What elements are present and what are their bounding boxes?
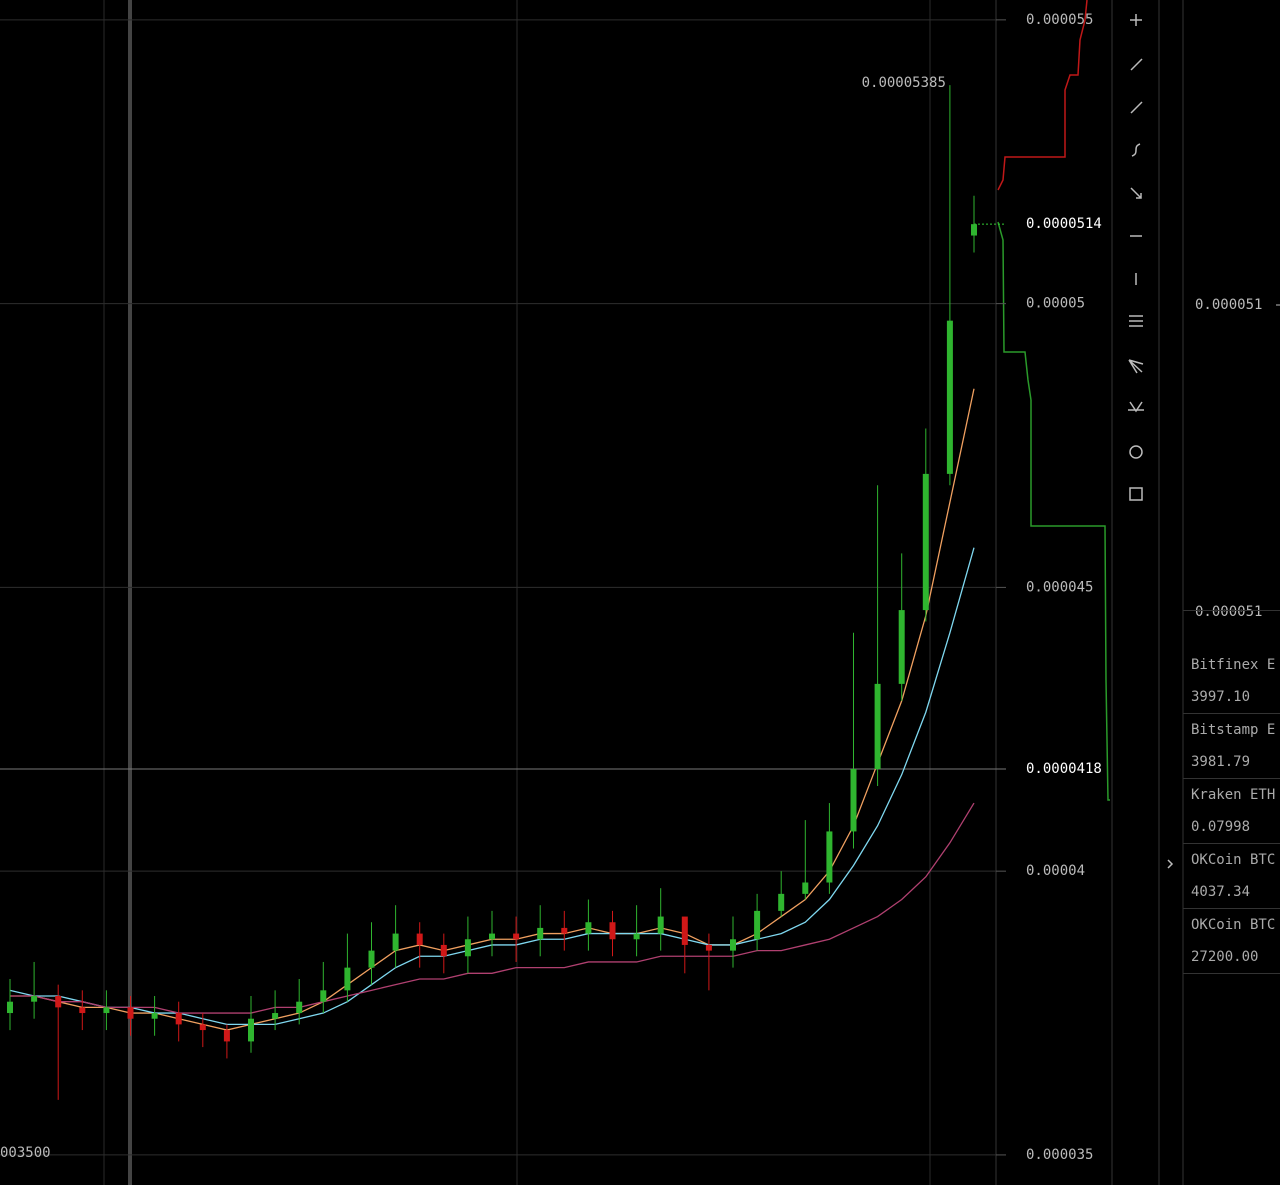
toolbar xyxy=(1128,14,1174,869)
candle-body xyxy=(248,1018,254,1042)
candle-body xyxy=(464,939,471,957)
cross-tool[interactable] xyxy=(1130,14,1142,26)
low-label: 003500 xyxy=(0,1145,51,1161)
candle-body xyxy=(440,944,447,957)
candle-body xyxy=(320,990,327,1002)
ticker-row[interactable]: OKCoin BTC 27200.00 xyxy=(1183,909,1280,974)
crosshair-label: 0.0000418 xyxy=(1026,761,1102,777)
ticker-price: 4037.34 xyxy=(1191,884,1251,900)
candle-body xyxy=(272,1013,279,1019)
ticker-name: OKCoin BTC xyxy=(1191,852,1276,868)
collapse-button[interactable] xyxy=(1167,859,1174,869)
candle-body xyxy=(874,683,881,770)
candle-body xyxy=(609,922,616,940)
candle-body xyxy=(31,996,38,1002)
candle-body xyxy=(489,933,495,940)
y-tick-label: 0.00005 xyxy=(1026,296,1085,312)
fib-tool[interactable] xyxy=(1129,315,1143,327)
candle-body xyxy=(344,967,351,991)
ticker-row[interactable]: Bitstamp E 3981.79 xyxy=(1183,714,1280,779)
side-axis-label: 0.000051 xyxy=(1195,604,1262,620)
panel-spacer xyxy=(1183,611,1280,649)
y-tick-label: 0.000035 xyxy=(1026,1147,1093,1163)
candle-body xyxy=(103,1007,110,1014)
ticker-price: 3997.10 xyxy=(1191,689,1251,705)
candle-body xyxy=(922,473,929,611)
indicator-line xyxy=(10,802,975,1014)
ticker-row[interactable]: OKCoin BTC 4037.34 xyxy=(1183,844,1280,909)
candle-body xyxy=(368,950,375,968)
candle-body xyxy=(561,927,568,934)
candle-body xyxy=(55,996,62,1008)
rect-tool[interactable] xyxy=(1129,487,1143,501)
candle-body xyxy=(730,939,736,951)
fan-tool[interactable] xyxy=(1128,359,1144,374)
candle-body xyxy=(946,320,953,474)
candle-body xyxy=(416,933,423,945)
candle-body xyxy=(826,831,833,883)
candle-body xyxy=(705,944,712,951)
ticker-price: 0.07998 xyxy=(1191,819,1251,835)
current-price-label: 0.0000514 xyxy=(1026,216,1102,232)
candle-body xyxy=(79,1007,86,1014)
circle-tool[interactable] xyxy=(1129,445,1143,459)
candle-body xyxy=(7,1001,13,1014)
candle-body xyxy=(802,882,809,894)
y-tick-label: 0.00004 xyxy=(1026,863,1085,879)
depth-ask xyxy=(997,0,1088,191)
candle-body xyxy=(296,1001,303,1014)
candle-body xyxy=(657,916,664,934)
ticker-name: Bitfinex E xyxy=(1191,657,1276,673)
ray-tool[interactable] xyxy=(1130,101,1143,114)
depth-bid xyxy=(997,221,1110,801)
side-axis-label: 0.000051 xyxy=(1195,297,1262,313)
pitchfork-tool[interactable] xyxy=(1128,401,1144,413)
ticker-price: 3981.79 xyxy=(1191,754,1251,770)
candle-body xyxy=(898,610,905,684)
candle-body xyxy=(537,927,544,940)
candle-body xyxy=(850,769,857,832)
curve-tool[interactable] xyxy=(1131,143,1141,157)
candle-body xyxy=(199,1024,206,1031)
line-tool[interactable] xyxy=(1130,58,1143,71)
ticker-panel: Bitfinex E 3997.10 Bitstamp E 3981.79 Kraken… xyxy=(1183,610,1280,981)
candle-body xyxy=(392,933,399,951)
candle-body xyxy=(223,1030,230,1042)
ticker-name: Bitstamp E xyxy=(1191,722,1276,738)
candle-body xyxy=(585,922,592,934)
candle-body xyxy=(681,916,688,945)
candle-body xyxy=(778,893,785,911)
candle-body xyxy=(127,1007,134,1019)
ticker-name: Kraken ETH xyxy=(1191,787,1276,803)
candle-body xyxy=(513,933,520,940)
candle-body xyxy=(151,1013,158,1019)
candle-body xyxy=(754,910,761,940)
ticker-name: OKCoin BTC xyxy=(1191,917,1276,933)
candle-body xyxy=(175,1013,182,1025)
ticker-price: 27200.00 xyxy=(1191,949,1259,965)
candle-body xyxy=(633,933,640,940)
high-label: 0.00005385 xyxy=(862,75,946,91)
ticker-row[interactable]: Kraken ETH 0.07998 xyxy=(1183,779,1280,844)
arrow-tool[interactable] xyxy=(1130,187,1142,199)
ticker-row[interactable]: Bitfinex E 3997.10 xyxy=(1183,649,1280,714)
y-tick-label: 0.000055 xyxy=(1026,12,1093,28)
y-tick-label: 0.000045 xyxy=(1026,579,1093,595)
candle-body xyxy=(971,224,977,236)
